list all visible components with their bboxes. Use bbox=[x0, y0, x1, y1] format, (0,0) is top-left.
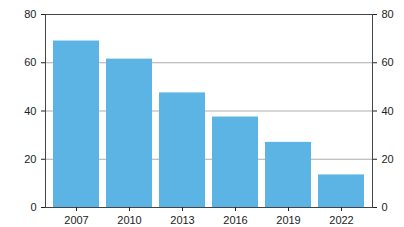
svg-text:20: 20 bbox=[24, 153, 36, 165]
svg-text:2007: 2007 bbox=[64, 214, 88, 226]
svg-text:60: 60 bbox=[382, 56, 394, 68]
svg-text:20: 20 bbox=[382, 153, 394, 165]
svg-text:40: 40 bbox=[382, 105, 394, 117]
svg-text:2019: 2019 bbox=[276, 214, 300, 226]
svg-text:0: 0 bbox=[382, 201, 388, 213]
svg-text:80: 80 bbox=[24, 8, 36, 20]
svg-text:40: 40 bbox=[24, 105, 36, 117]
svg-text:2010: 2010 bbox=[117, 214, 141, 226]
svg-text:2016: 2016 bbox=[223, 214, 247, 226]
svg-text:60: 60 bbox=[24, 56, 36, 68]
svg-text:2022: 2022 bbox=[329, 214, 353, 226]
svg-text:2013: 2013 bbox=[170, 214, 194, 226]
svg-text:0: 0 bbox=[30, 201, 36, 213]
svg-text:80: 80 bbox=[382, 8, 394, 20]
